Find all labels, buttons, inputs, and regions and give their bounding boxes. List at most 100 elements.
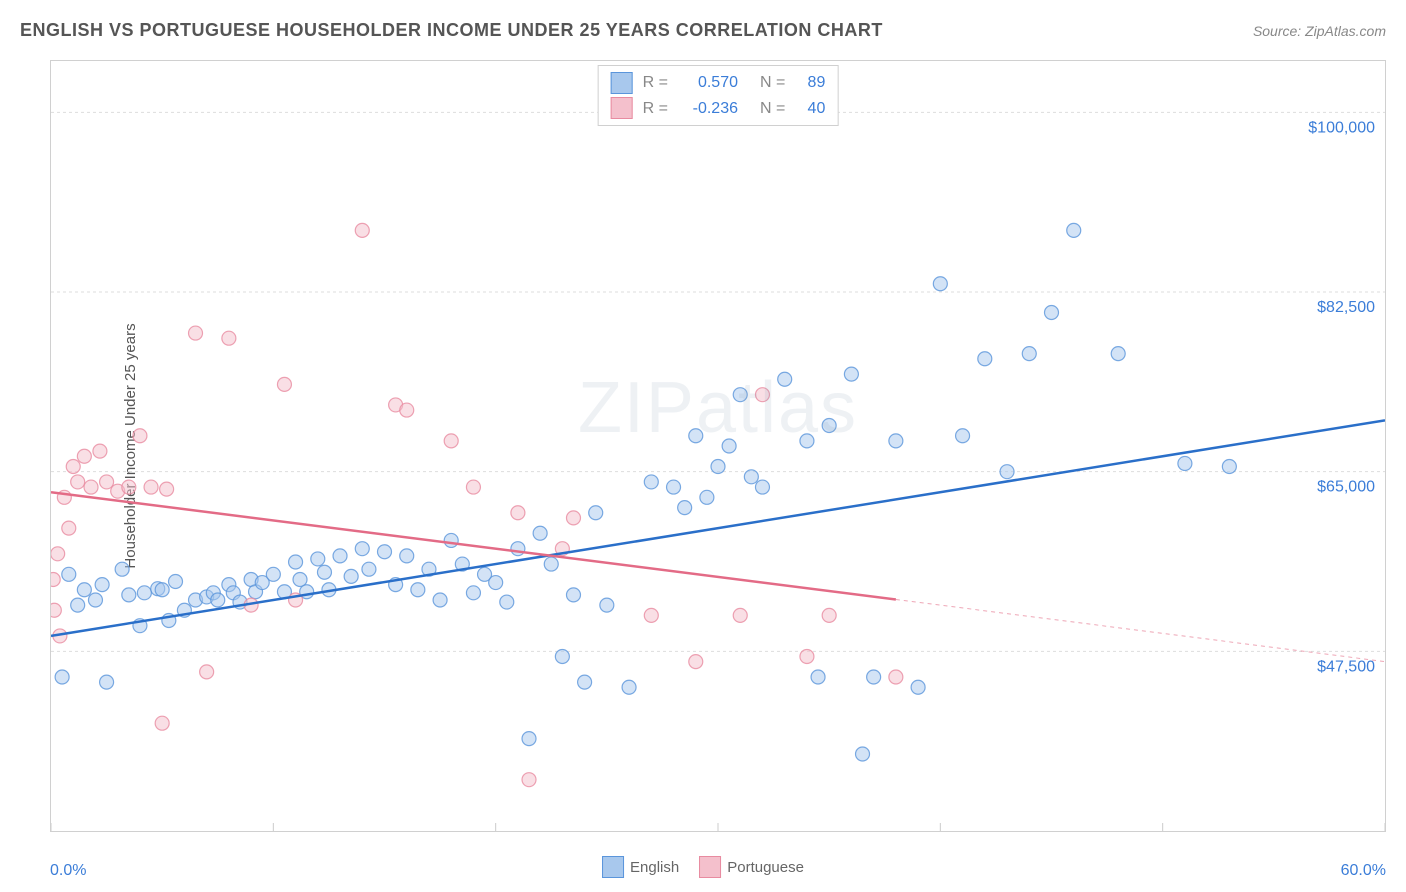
scatter-point [289,555,303,569]
stats-legend-box: R =0.570N =89R =-0.236N =40 [598,65,839,126]
stats-r-label: R = [643,70,668,96]
scatter-point [689,655,703,669]
chart-svg: $47,500$65,000$82,500$100,000 [51,61,1385,831]
scatter-chart: ZIPatlas R =0.570N =89R =-0.236N =40 $47… [50,60,1386,832]
scatter-point [88,593,102,607]
scatter-point [1111,347,1125,361]
scatter-point [911,680,925,694]
scatter-point [778,372,792,386]
y-tick-label: $47,500 [1317,658,1375,675]
scatter-point [566,588,580,602]
scatter-point [678,501,692,515]
scatter-point [51,572,60,586]
scatter-point [95,578,109,592]
legend-label: English [630,859,679,876]
scatter-point [755,388,769,402]
stats-row: R =-0.236N =40 [611,96,826,122]
scatter-point [1000,465,1014,479]
scatter-point [711,460,725,474]
stats-n-value: 89 [795,70,825,96]
scatter-point [62,521,76,535]
scatter-point [522,773,536,787]
scatter-point [378,545,392,559]
scatter-point [222,331,236,345]
bottom-legend: English Portuguese [602,856,804,878]
scatter-point [100,675,114,689]
scatter-point [362,562,376,576]
scatter-point [889,670,903,684]
scatter-point [133,429,147,443]
scatter-point [122,480,136,494]
scatter-point [155,583,169,597]
x-axis-min-label: 0.0% [50,862,86,880]
scatter-point [722,439,736,453]
scatter-point [355,223,369,237]
scatter-point [444,434,458,448]
scatter-point [856,747,870,761]
scatter-point [644,475,658,489]
scatter-point [344,569,358,583]
scatter-point [600,598,614,612]
stats-r-value: -0.236 [678,96,738,122]
scatter-point [800,649,814,663]
legend-item: English [602,856,679,878]
scatter-point [933,277,947,291]
scatter-point [311,552,325,566]
scatter-point [433,593,447,607]
scatter-point [144,480,158,494]
scatter-point [500,595,514,609]
scatter-point [867,670,881,684]
scatter-point [93,444,107,458]
scatter-point [211,593,225,607]
scatter-point [1178,456,1192,470]
scatter-point [844,367,858,381]
scatter-point [1067,223,1081,237]
scatter-point [700,490,714,504]
scatter-point [400,549,414,563]
scatter-point [755,480,769,494]
legend-label: Portuguese [727,859,804,876]
scatter-point [578,675,592,689]
scatter-point [160,482,174,496]
scatter-point [77,583,91,597]
y-tick-label: $100,000 [1308,119,1375,136]
stats-n-label: N = [760,70,785,96]
stats-swatch [611,97,633,119]
scatter-point [1045,306,1059,320]
scatter-point [555,649,569,663]
chart-title: ENGLISH VS PORTUGUESE HOUSEHOLDER INCOME… [20,20,883,41]
scatter-point [733,608,747,622]
scatter-point [155,716,169,730]
scatter-point [589,506,603,520]
scatter-point [522,732,536,746]
scatter-point [466,586,480,600]
scatter-point [489,576,503,590]
scatter-point [71,475,85,489]
scatter-point [689,429,703,443]
scatter-point [800,434,814,448]
scatter-point [956,429,970,443]
stats-n-value: 40 [795,96,825,122]
scatter-point [444,533,458,547]
scatter-point [822,608,836,622]
scatter-point [277,377,291,391]
scatter-point [978,352,992,366]
scatter-point [333,549,347,563]
legend-item: Portuguese [699,856,804,878]
scatter-point [544,557,558,571]
scatter-point [411,583,425,597]
scatter-point [811,670,825,684]
scatter-point [822,418,836,432]
scatter-point [667,480,681,494]
stats-n-label: N = [760,96,785,122]
scatter-point [889,434,903,448]
scatter-point [84,480,98,494]
scatter-point [55,670,69,684]
stats-r-value: 0.570 [678,70,738,96]
scatter-point [169,575,183,589]
scatter-point [189,326,203,340]
legend-swatch [602,856,624,878]
scatter-point [566,511,580,525]
scatter-point [511,542,525,556]
scatter-point [293,572,307,586]
